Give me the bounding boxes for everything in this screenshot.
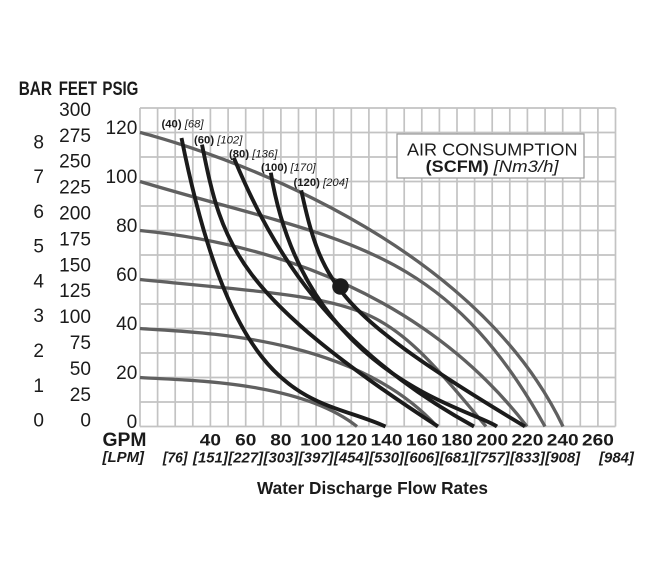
svg-text:[908]: [908] — [544, 451, 581, 467]
svg-text:[454]: [454] — [333, 451, 370, 467]
svg-text:[303]: [303] — [262, 451, 299, 467]
svg-text:0: 0 — [33, 411, 44, 432]
svg-text:180: 180 — [441, 432, 473, 450]
svg-text:[530]: [530] — [368, 451, 405, 467]
svg-text:Water Discharge Flow Rates: Water Discharge Flow Rates — [257, 478, 488, 498]
svg-text:0: 0 — [127, 412, 138, 433]
svg-text:6: 6 — [33, 202, 44, 223]
svg-text:100: 100 — [300, 432, 332, 450]
svg-text:20: 20 — [116, 363, 137, 384]
svg-text:60: 60 — [116, 265, 137, 286]
svg-text:200: 200 — [476, 432, 508, 450]
svg-text:8: 8 — [33, 132, 44, 153]
svg-text:[757]: [757] — [474, 451, 511, 467]
svg-text:[397]: [397] — [298, 451, 335, 467]
svg-text:260: 260 — [582, 432, 614, 450]
svg-text:BAR: BAR — [19, 78, 52, 100]
svg-text:160: 160 — [406, 432, 438, 450]
svg-text:0: 0 — [80, 411, 91, 432]
svg-text:120: 120 — [335, 432, 367, 450]
svg-text:240: 240 — [547, 432, 579, 450]
svg-text:[151]: [151] — [192, 451, 229, 467]
svg-text:(40) [68]: (40) [68] — [162, 119, 205, 131]
svg-text:225: 225 — [59, 178, 91, 199]
svg-text:220: 220 — [512, 432, 544, 450]
svg-text:60: 60 — [235, 432, 256, 450]
svg-text:[606]: [606] — [403, 451, 440, 467]
svg-text:150: 150 — [59, 255, 91, 276]
svg-text:(80) [136]: (80) [136] — [229, 149, 278, 161]
svg-text:1: 1 — [33, 376, 44, 397]
svg-text:[76]: [76] — [162, 451, 189, 467]
svg-text:AIR CONSUMPTION: AIR CONSUMPTION — [407, 140, 578, 160]
svg-text:(SCFM): (SCFM) — [426, 157, 489, 176]
svg-text:4: 4 — [33, 271, 44, 292]
svg-text:300: 300 — [59, 100, 91, 121]
svg-text:[LPM]: [LPM] — [101, 450, 145, 466]
svg-text:25: 25 — [70, 385, 91, 406]
svg-text:3: 3 — [33, 306, 44, 327]
svg-text:75: 75 — [70, 333, 91, 354]
svg-text:100: 100 — [106, 167, 138, 188]
svg-text:80: 80 — [270, 432, 291, 450]
svg-text:(60) [102]: (60) [102] — [194, 135, 243, 147]
svg-text:50: 50 — [70, 359, 91, 380]
svg-text:GPM: GPM — [103, 430, 147, 451]
svg-text:[833]: [833] — [509, 451, 546, 467]
svg-text:120: 120 — [106, 118, 138, 139]
svg-text:PSIG: PSIG — [102, 78, 138, 100]
svg-text:40: 40 — [200, 432, 221, 450]
svg-text:7: 7 — [33, 167, 44, 188]
svg-text:250: 250 — [59, 152, 91, 173]
svg-text:(100) [170]: (100) [170] — [261, 162, 317, 174]
svg-text:[Nm3/h]: [Nm3/h] — [493, 157, 560, 176]
svg-text:5: 5 — [33, 237, 44, 258]
svg-text:140: 140 — [371, 432, 403, 450]
svg-text:80: 80 — [116, 216, 137, 237]
svg-text:125: 125 — [59, 281, 91, 302]
svg-text:100: 100 — [59, 307, 91, 328]
svg-text:(120) [204]: (120) [204] — [294, 177, 350, 189]
svg-text:[227]: [227] — [227, 451, 264, 467]
svg-text:175: 175 — [59, 229, 91, 250]
svg-text:200: 200 — [59, 204, 91, 225]
svg-text:40: 40 — [116, 314, 137, 335]
svg-text:2: 2 — [33, 341, 44, 362]
svg-text:275: 275 — [59, 126, 91, 147]
svg-text:[681]: [681] — [439, 451, 476, 467]
svg-text:FEET: FEET — [59, 78, 97, 100]
svg-text:[984]: [984] — [598, 451, 635, 467]
